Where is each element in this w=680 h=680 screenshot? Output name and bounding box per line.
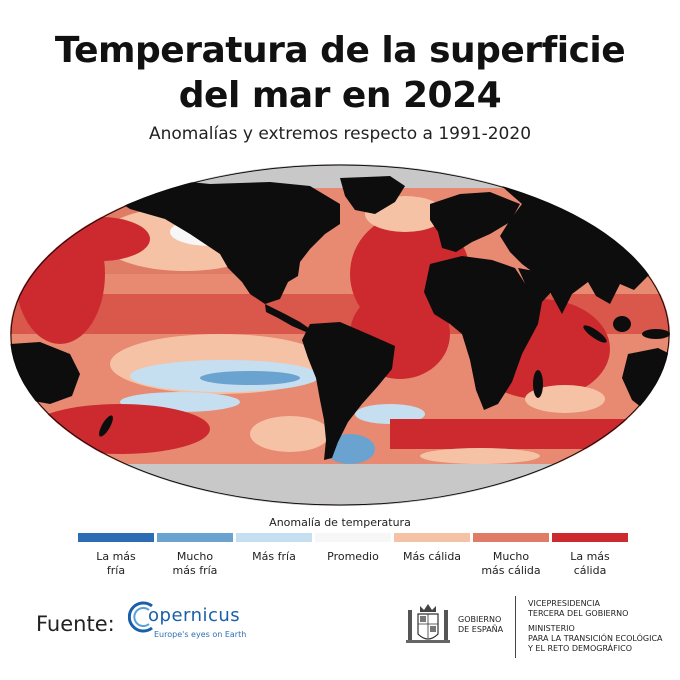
legend-label-much-warmer-line2: más cálida — [481, 564, 541, 577]
map-outline — [10, 164, 670, 506]
kuroshio-hot — [50, 217, 150, 261]
title-line-2: del mar en 2024 — [178, 75, 502, 116]
world-sst-anomaly-map — [10, 164, 670, 506]
legend: La más fría Mucho más fría Más fría Prom… — [78, 533, 632, 581]
page-subtitle: Anomalías y extremos respecto a 1991-202… — [148, 124, 532, 144]
vicepresidencia-label: VICEPRESIDENCIA TERCERA DEL GOBIERNO — [528, 599, 628, 619]
legend-item-much-warmer: Mucho más cálida — [473, 533, 549, 578]
legend-item-warmest: La más cálida — [552, 533, 628, 578]
copernicus-name: opernicus — [148, 605, 241, 626]
copernicus-logo: opernicus Europe's eyes on Earth — [128, 598, 260, 646]
legend-swatch-much-warmer — [473, 533, 549, 542]
new-zealand — [99, 415, 113, 437]
legend-label-coldest: La más fría — [78, 550, 154, 578]
north-america — [105, 178, 340, 304]
antarctica — [10, 464, 670, 506]
africa — [424, 256, 542, 410]
southern-ocean-hot — [390, 419, 670, 449]
min-line2: PARA LA TRANSICIÓN ECOLÓGICA — [528, 634, 663, 643]
legend-label-much-warmer-line1: Mucho — [492, 550, 530, 563]
copernicus-tagline: Europe's eyes on Earth — [154, 630, 247, 639]
copernicus-c-icon — [128, 601, 153, 633]
legend-label-much-colder-line1: Mucho — [176, 550, 214, 563]
legend-item-colder: Más fría — [236, 533, 312, 564]
sumatra — [583, 325, 607, 343]
ministerio-label: MINISTERIO PARA LA TRANSICIÓN ECOLÓGICA … — [528, 624, 663, 654]
gov-divider — [515, 596, 516, 658]
legend-label-colder-line1: Más fría — [252, 550, 296, 563]
legend-label-much-warmer: Mucho más cálida — [473, 550, 549, 578]
legend-label-much-colder: Mucho más fría — [157, 550, 233, 578]
legend-label-average: Promedio — [315, 550, 391, 564]
southeast-pacific-pale — [250, 416, 330, 452]
legend-label-much-colder-line2: más fría — [172, 564, 218, 577]
arctic-ice — [10, 164, 670, 188]
gobierno-line2: DE ESPAÑA — [458, 625, 504, 634]
gobierno-de-espana: GOBIERNO DE ESPAÑA — [458, 615, 503, 635]
south-america — [302, 322, 395, 460]
vice-line1: VICEPRESIDENCIA — [528, 599, 600, 608]
madagascar — [533, 370, 543, 398]
vice-line2: TERCERA DEL GOBIERNO — [528, 609, 629, 618]
legend-swatch-coldest — [78, 533, 154, 542]
japan — [651, 246, 665, 274]
legend-label-coldest-line2: fría — [106, 564, 126, 577]
title-line-1: Temperatura de la superficie — [54, 30, 626, 71]
legend-title: Anomalía de temperatura — [269, 516, 411, 529]
legend-label-coldest-line1: La más — [96, 550, 136, 563]
southern-ocean-pale — [420, 448, 540, 464]
min-line1: MINISTERIO — [528, 624, 575, 633]
legend-label-average-line1: Promedio — [327, 550, 379, 563]
legend-item-average: Promedio — [315, 533, 391, 564]
legend-swatch-average — [315, 533, 391, 542]
gobierno-line1: GOBIERNO — [458, 615, 502, 624]
source-label: Fuente: — [36, 612, 115, 636]
legend-label-warmer-line1: Más cálida — [402, 550, 462, 563]
legend-label-warmer: Más cálida — [394, 550, 470, 564]
borneo — [613, 316, 631, 332]
legend-swatch-much-colder — [157, 533, 233, 542]
legend-swatch-warmest — [552, 533, 628, 542]
legend-label-warmest-line1: La más — [570, 550, 610, 563]
legend-item-much-colder: Mucho más fría — [157, 533, 233, 578]
europe — [430, 192, 520, 252]
legend-item-warmer: Más cálida — [394, 533, 470, 564]
arabian-peninsula — [518, 268, 555, 302]
legend-label-warmest-line2: cálida — [573, 564, 607, 577]
legend-label-colder: Más fría — [236, 550, 312, 564]
spain-coat-of-arms-icon — [406, 604, 450, 643]
south-pacific-hot — [30, 404, 210, 454]
indian-ocean-pale — [525, 385, 605, 413]
central-america — [265, 304, 310, 332]
east-pacific-cooler — [200, 371, 300, 385]
legend-label-warmest: La más cálida — [552, 550, 628, 578]
legend-swatch-warmer — [394, 533, 470, 542]
greenland — [340, 176, 405, 214]
legend-item-coldest: La más fría — [78, 533, 154, 578]
legend-swatch-colder — [236, 533, 312, 542]
min-line3: Y EL RETO DEMOGRÁFICO — [528, 644, 632, 653]
new-guinea — [642, 329, 670, 339]
page-title: Temperatura de la superficie del mar en … — [0, 28, 680, 118]
